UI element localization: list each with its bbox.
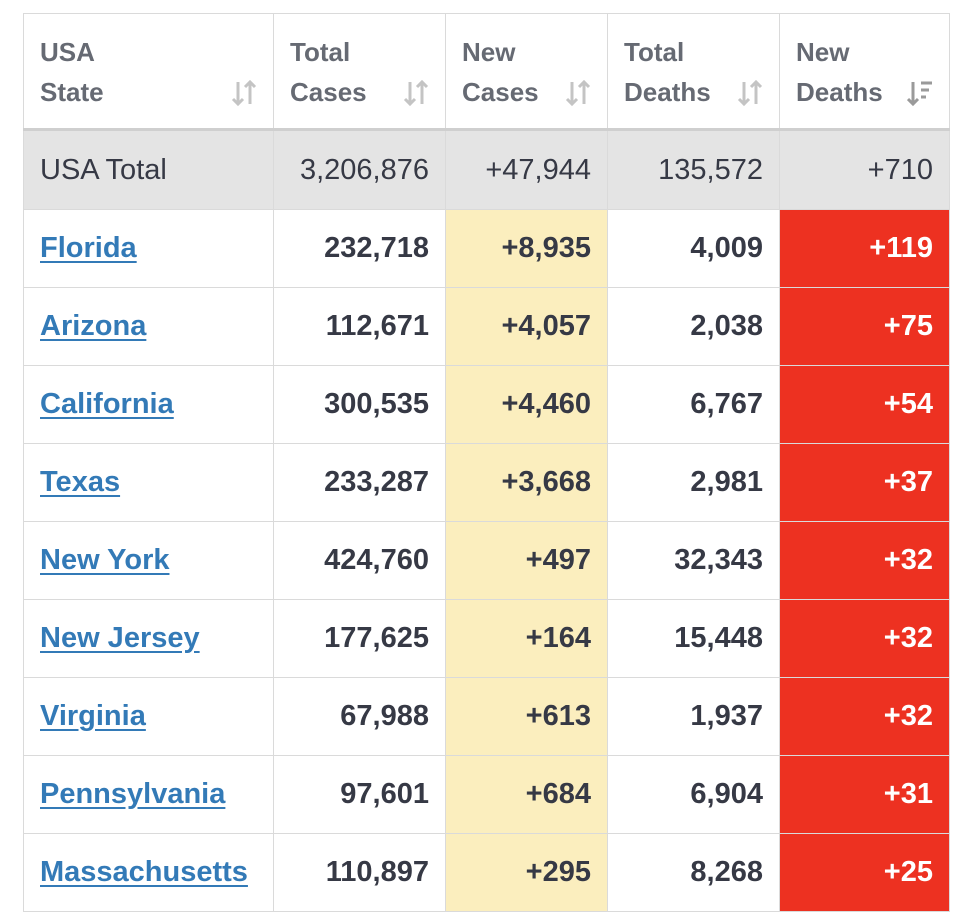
sort-descending-icon[interactable] xyxy=(907,78,933,108)
state-cell: Pennsylvania xyxy=(23,755,274,834)
table-row: New Jersey 177,625 +164 15,448 +32 xyxy=(23,599,950,678)
new-cases-cell: +497 xyxy=(445,521,608,600)
state-cell: Massachusetts xyxy=(23,833,274,912)
total-new-cases-cell: +47,944 xyxy=(445,129,608,210)
header-label-line2: Cases xyxy=(290,77,367,107)
state-link[interactable]: California xyxy=(40,388,174,420)
table-row-total: USA Total 3,206,876 +47,944 135,572 +710 xyxy=(23,129,950,210)
new-deaths-cell: +37 xyxy=(779,443,950,522)
new-cases-cell: +3,668 xyxy=(445,443,608,522)
state-link[interactable]: Florida xyxy=(40,232,137,264)
state-cell: Virginia xyxy=(23,677,274,756)
col-header-total-cases[interactable]: Total Cases xyxy=(273,13,446,131)
total-deaths-cell: 1,937 xyxy=(607,677,780,756)
state-cell: New Jersey xyxy=(23,599,274,678)
col-header-state[interactable]: USA State xyxy=(23,13,274,131)
total-cases-cell: 112,671 xyxy=(273,287,446,366)
new-deaths-cell: +75 xyxy=(779,287,950,366)
total-new-deaths-cell: +710 xyxy=(779,129,950,210)
state-cell: New York xyxy=(23,521,274,600)
total-deaths-cell: 2,038 xyxy=(607,287,780,366)
table-row: Massachusetts 110,897 +295 8,268 +25 xyxy=(23,833,950,912)
header-label-line1: New xyxy=(462,37,516,67)
new-cases-cell: +8,935 xyxy=(445,209,608,288)
state-link[interactable]: New York xyxy=(40,544,170,576)
header-label-line2: State xyxy=(40,77,104,107)
table-row: Florida 232,718 +8,935 4,009 +119 xyxy=(23,209,950,288)
total-cases-cell: 424,760 xyxy=(273,521,446,600)
total-cases-cell: 233,287 xyxy=(273,443,446,522)
sort-both-icon[interactable] xyxy=(403,78,429,108)
total-cases-cell: 110,897 xyxy=(273,833,446,912)
table-row: Texas 233,287 +3,668 2,981 +37 xyxy=(23,443,950,522)
state-link[interactable]: Massachusetts xyxy=(40,856,248,888)
covid-states-table: USA State Total Cases New Cases Total Deaths… xyxy=(23,13,950,912)
new-deaths-cell: +32 xyxy=(779,599,950,678)
header-label-line1: New xyxy=(796,37,850,67)
col-header-new-cases[interactable]: New Cases xyxy=(445,13,608,131)
total-deaths-cell: 2,981 xyxy=(607,443,780,522)
total-state-cell: USA Total xyxy=(23,129,274,210)
header-label-line1: USA xyxy=(40,37,95,67)
header-label-line1: Total xyxy=(624,37,685,67)
state-link[interactable]: New Jersey xyxy=(40,622,200,654)
total-deaths-cell: 4,009 xyxy=(607,209,780,288)
total-cases-cell: 232,718 xyxy=(273,209,446,288)
sort-both-icon[interactable] xyxy=(565,78,591,108)
new-deaths-cell: +32 xyxy=(779,521,950,600)
new-cases-cell: +684 xyxy=(445,755,608,834)
state-link[interactable]: Texas xyxy=(40,466,121,498)
header-label-line1: Total xyxy=(290,37,351,67)
total-deaths-cell: 6,767 xyxy=(607,365,780,444)
state-link[interactable]: Pennsylvania xyxy=(40,778,226,810)
total-cases-cell: 3,206,876 xyxy=(273,129,446,210)
table-row: New York 424,760 +497 32,343 +32 xyxy=(23,521,950,600)
table-row: Arizona 112,671 +4,057 2,038 +75 xyxy=(23,287,950,366)
total-deaths-cell: 15,448 xyxy=(607,599,780,678)
header-row: USA State Total Cases New Cases Total Deaths… xyxy=(23,13,950,131)
table-row: California 300,535 +4,460 6,767 +54 xyxy=(23,365,950,444)
table-row: Pennsylvania 97,601 +684 6,904 +31 xyxy=(23,755,950,834)
header-label-line2: Cases xyxy=(462,77,539,107)
state-cell: Arizona xyxy=(23,287,274,366)
col-header-total-deaths[interactable]: Total Deaths xyxy=(607,13,780,131)
col-header-new-deaths[interactable]: New Deaths xyxy=(779,13,950,131)
new-cases-cell: +295 xyxy=(445,833,608,912)
new-deaths-cell: +31 xyxy=(779,755,950,834)
state-cell: Florida xyxy=(23,209,274,288)
new-deaths-cell: +54 xyxy=(779,365,950,444)
state-link[interactable]: Virginia xyxy=(40,700,146,732)
total-cases-cell: 300,535 xyxy=(273,365,446,444)
state-cell: Texas xyxy=(23,443,274,522)
state-cell: California xyxy=(23,365,274,444)
total-deaths-cell: 6,904 xyxy=(607,755,780,834)
header-label-line2: Deaths xyxy=(624,77,711,107)
table-row: Virginia 67,988 +613 1,937 +32 xyxy=(23,677,950,756)
new-deaths-cell: +119 xyxy=(779,209,950,288)
state-link[interactable]: Arizona xyxy=(40,310,147,342)
total-cases-cell: 177,625 xyxy=(273,599,446,678)
new-cases-cell: +4,460 xyxy=(445,365,608,444)
new-deaths-cell: +32 xyxy=(779,677,950,756)
total-deaths-cell: 135,572 xyxy=(607,129,780,210)
total-cases-cell: 97,601 xyxy=(273,755,446,834)
sort-both-icon[interactable] xyxy=(737,78,763,108)
total-deaths-cell: 8,268 xyxy=(607,833,780,912)
header-label-line2: Deaths xyxy=(796,77,883,107)
new-cases-cell: +4,057 xyxy=(445,287,608,366)
total-cases-cell: 67,988 xyxy=(273,677,446,756)
new-cases-cell: +613 xyxy=(445,677,608,756)
total-deaths-cell: 32,343 xyxy=(607,521,780,600)
sort-both-icon[interactable] xyxy=(231,78,257,108)
new-deaths-cell: +25 xyxy=(779,833,950,912)
new-cases-cell: +164 xyxy=(445,599,608,678)
